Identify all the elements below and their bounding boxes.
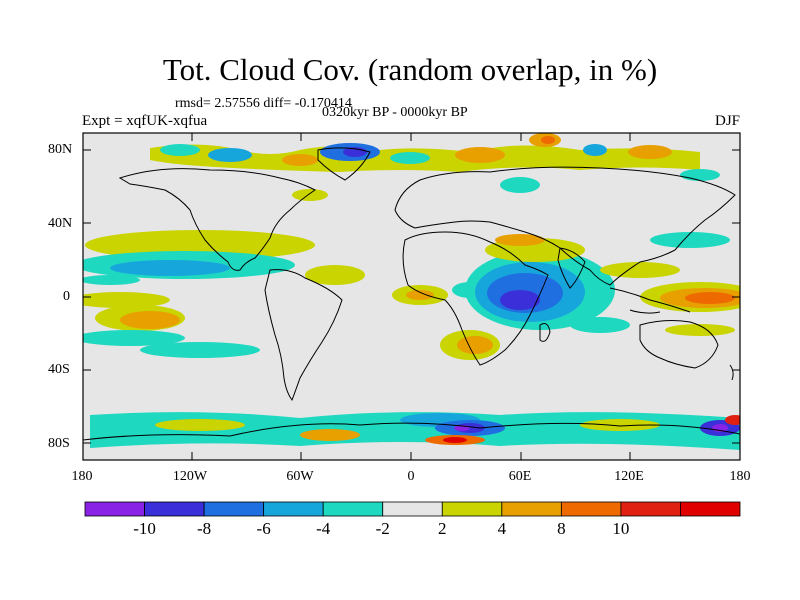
colorbar-swatch [441,501,503,517]
colorbar-swatch [263,501,324,517]
lon-tick-60w: 60W [286,469,314,484]
lat-tick-80s: 80S [48,436,70,451]
colorbar-swatch [620,501,681,517]
colorbar-swatch [322,501,384,517]
period-label: 0320kyr BP - 0000kyr BP [322,105,468,120]
colorbar-label: -6 [256,519,271,538]
lat-tick-80n: 80N [48,142,73,157]
lon-ticks [191,133,631,460]
lat-tick-0: 0 [63,289,70,304]
season-label: DJF [714,113,740,129]
lon-tick-180w: 180 [71,469,93,484]
colorbar-swatch [203,501,265,517]
colorbar [84,501,741,517]
lon-tick-120e: 120E [614,469,644,484]
lon-tick-120w: 120W [172,469,208,484]
experiment-label: Expt = xqfUK-xqfua [82,113,208,129]
stats-line: rmsd= 2.57556 diff= -0.170414 [175,96,352,111]
lat-tick-40s: 40S [48,362,70,377]
lat-tick-40n: 40N [48,216,73,231]
lon-tick-0: 0 [407,469,415,484]
colorbar-label: 8 [557,519,566,538]
colorbar-swatch [144,501,205,517]
colorbar-label: -10 [133,519,156,538]
colorbar-label: -4 [316,519,331,538]
colorbar-swatch [84,501,145,517]
colorbar-label: -2 [375,519,390,538]
colorbar-swatch [501,501,562,517]
colorbar-label: -8 [196,519,212,538]
colorbar-swatch [382,501,443,517]
colorbar-label: 4 [497,519,507,538]
colorbar-label: 2 [438,519,447,538]
lon-tick-60e: 60E [508,469,532,484]
colorbar-label: 10 [612,519,630,538]
colorbar-swatch [680,501,741,517]
coastlines [83,147,740,441]
lon-tick-180e: 180 [729,469,751,484]
map-title: Tot. Cloud Cov. (random overlap, in %) [162,52,658,87]
colorbar-swatch [560,501,622,517]
lat-ticks [83,149,740,444]
